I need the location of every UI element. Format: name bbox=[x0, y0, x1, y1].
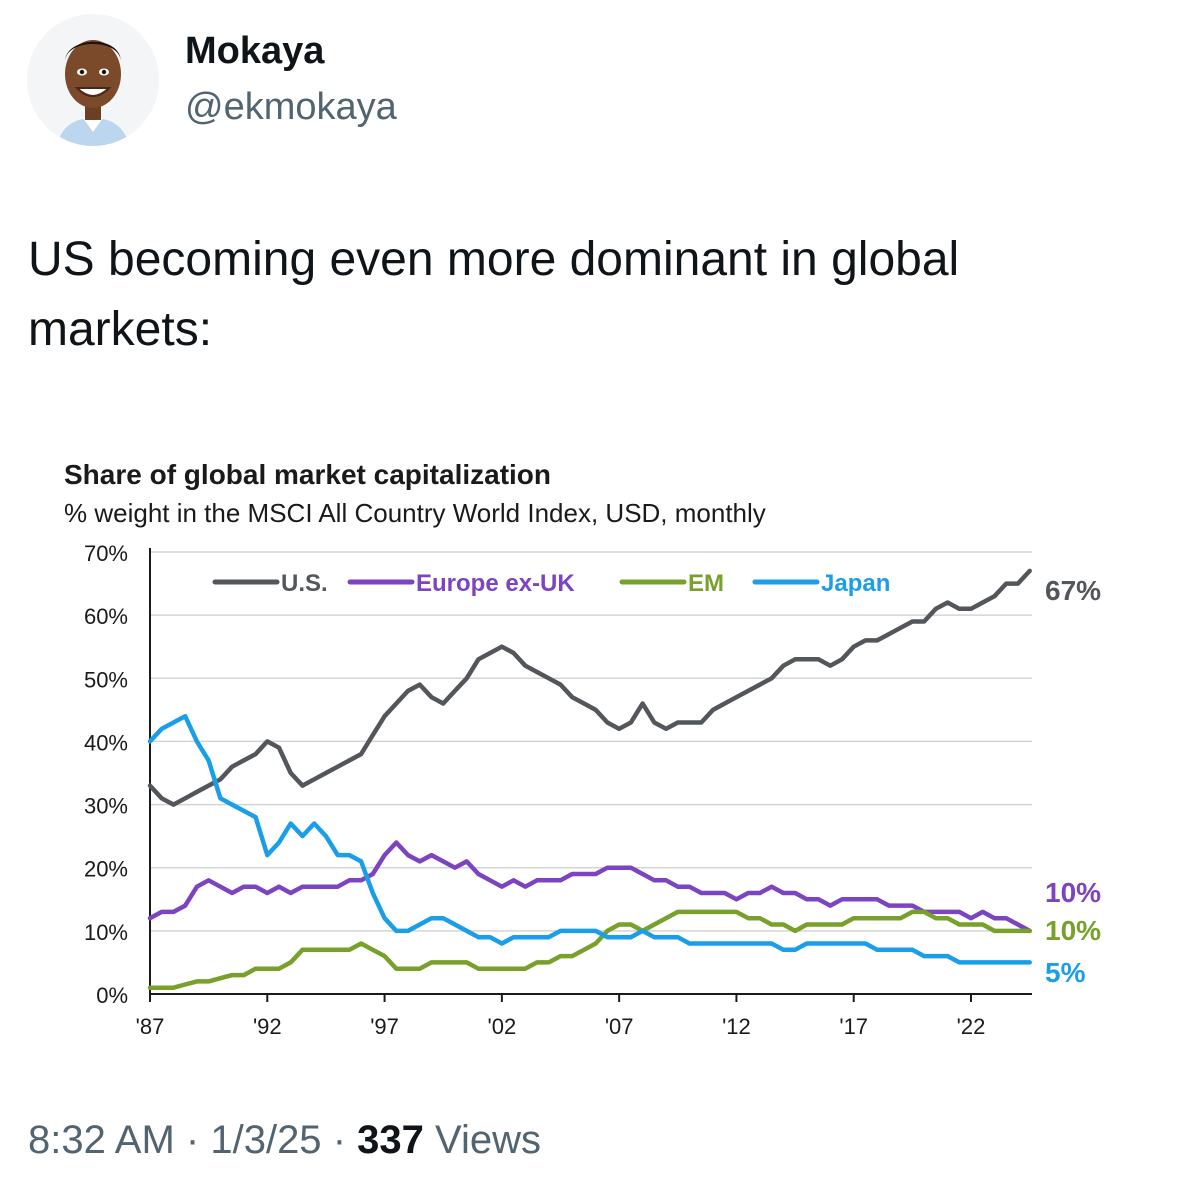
series-lines bbox=[147, 568, 1032, 990]
chart-image[interactable]: 0% 10% 20% 30% 40% 50% 60% 70% '87 '92 '97 '02 '07 '1… bbox=[0, 440, 1179, 1080]
author-handle[interactable]: @ekmokaya bbox=[185, 86, 397, 128]
legend: U.S. Europe ex-UK EM Japan bbox=[212, 570, 890, 597]
y-tick-label: 0% bbox=[96, 983, 128, 1008]
legend-label: EM bbox=[688, 570, 724, 597]
cartoon-avatar-icon bbox=[27, 14, 159, 146]
views-label: Views bbox=[435, 1118, 541, 1162]
x-tick-label: '12 bbox=[722, 1014, 751, 1039]
series-line-0 bbox=[147, 568, 1032, 807]
series-end-label: 5% bbox=[1045, 957, 1086, 988]
legend-label: Europe ex-UK bbox=[416, 570, 575, 597]
chart-subtitle: % weight in the MSCI All Country World I… bbox=[64, 498, 766, 528]
x-tick-label: '02 bbox=[488, 1014, 517, 1039]
views-count: 337 bbox=[357, 1118, 424, 1162]
series-line-1 bbox=[147, 840, 1032, 934]
y-tick-label: 30% bbox=[84, 794, 128, 819]
x-tick-label: '97 bbox=[370, 1014, 399, 1039]
series-end-label: 67% bbox=[1045, 575, 1101, 606]
chart-title: Share of global market capitalization bbox=[64, 459, 551, 490]
author-name[interactable]: Mokaya bbox=[185, 30, 325, 72]
x-tick-label: '22 bbox=[957, 1014, 986, 1039]
x-tick-label: '07 bbox=[605, 1014, 634, 1039]
tweet-time[interactable]: 8:32 AM bbox=[28, 1118, 175, 1162]
meta-separator: · bbox=[332, 1118, 347, 1162]
y-tick-label: 50% bbox=[84, 667, 128, 692]
end-labels: 67% 10% 10% 5% bbox=[1045, 575, 1101, 988]
meta-separator: · bbox=[185, 1118, 200, 1162]
series-end-label: 10% bbox=[1045, 915, 1101, 946]
series-line-3 bbox=[147, 713, 1032, 965]
legend-label: Japan bbox=[821, 570, 890, 597]
tweet-date[interactable]: 1/3/25 bbox=[210, 1118, 322, 1162]
y-tick-label: 10% bbox=[84, 920, 128, 945]
series-line-2 bbox=[147, 909, 1032, 990]
market-cap-chart: 0% 10% 20% 30% 40% 50% 60% 70% '87 '92 '97 '02 '07 '1… bbox=[64, 459, 1101, 1039]
series-end-label: 10% bbox=[1045, 877, 1101, 908]
y-tick-label: 20% bbox=[84, 857, 128, 882]
y-tick-label: 40% bbox=[84, 730, 128, 755]
tweet-meta: 8:32 AM · 1/3/25 · 337 Views bbox=[28, 1118, 541, 1163]
tweet-text: US becoming even more dominant in global… bbox=[28, 233, 960, 356]
legend-label: U.S. bbox=[281, 570, 328, 597]
y-tick-label: 70% bbox=[84, 541, 128, 566]
x-tick-label: '17 bbox=[839, 1014, 868, 1039]
y-tick-label: 60% bbox=[84, 604, 128, 629]
x-tick-label: '92 bbox=[253, 1014, 282, 1039]
grid-lines bbox=[150, 551, 1032, 932]
avatar[interactable] bbox=[27, 14, 159, 146]
x-tick-label: '87 bbox=[136, 1014, 165, 1039]
axes: 0% 10% 20% 30% 40% 50% 60% 70% '87 '92 '97 '02 '07 '1… bbox=[84, 541, 1032, 1039]
